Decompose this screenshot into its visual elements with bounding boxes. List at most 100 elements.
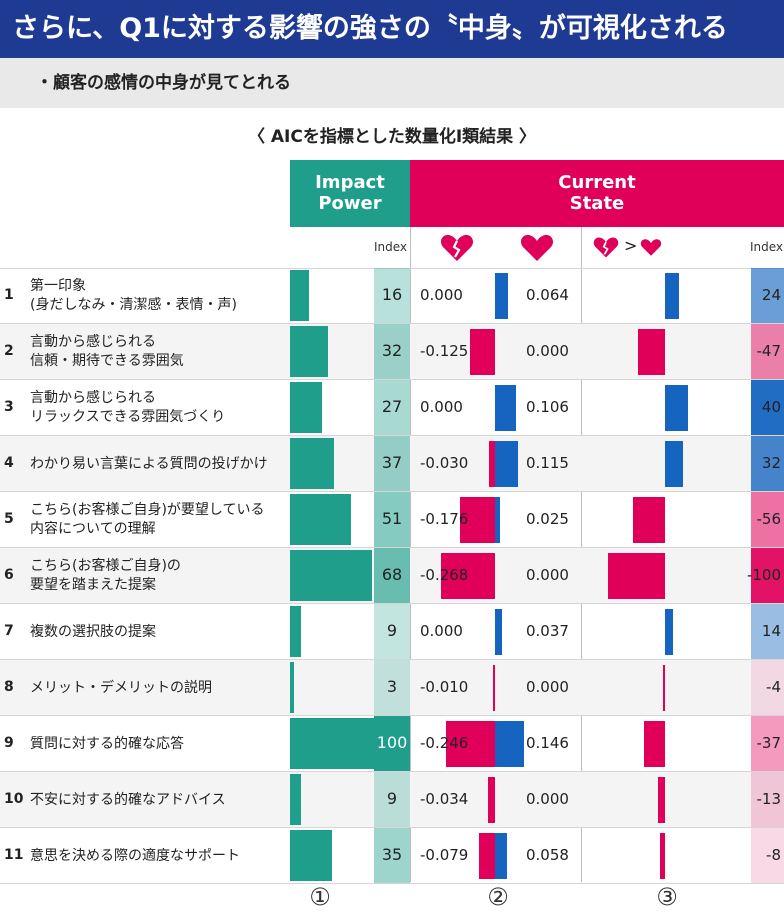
positive-value: 0.037 <box>526 622 569 640</box>
negative-value: -0.034 <box>420 790 469 808</box>
positive-value: 0.106 <box>526 398 569 416</box>
negative-bar <box>493 665 495 711</box>
row-separator <box>0 379 784 380</box>
negative-bar <box>459 497 495 543</box>
current-index-cell <box>751 772 784 827</box>
positive-value: 0.025 <box>526 510 569 528</box>
compare-broken-heart-icon <box>593 237 619 258</box>
row-label-line2: 要望を踏まえた提案 <box>30 577 156 593</box>
negative-value: -0.176 <box>420 510 469 528</box>
compare-bar-negative <box>608 553 665 599</box>
current-index-value: 32 <box>761 454 781 472</box>
positive-value: 0.000 <box>526 790 569 808</box>
current-state-header: Current State <box>410 160 784 227</box>
negative-bar <box>445 721 495 767</box>
impact-index-value: 32 <box>381 341 403 360</box>
impact-bar <box>290 774 301 825</box>
impact-index-cell <box>374 772 410 827</box>
positive-value: 0.064 <box>526 286 569 304</box>
page-title: さらに、Q1に対する影響の強さの〝中身〟が可視化される <box>0 0 784 58</box>
compare-bar-negative <box>643 721 665 767</box>
impact-index-cell <box>374 716 410 771</box>
impact-index-cell <box>374 828 410 883</box>
row-background <box>0 772 784 828</box>
current-index-cell <box>751 492 784 547</box>
compare-bar-positive <box>665 385 688 431</box>
current-index-value: -100 <box>746 566 781 584</box>
row-label: 意思を決める際の適度なサポート <box>30 848 240 864</box>
negative-bar <box>441 553 495 599</box>
row-label: メリット・デメリットの説明 <box>30 680 212 696</box>
impact-bar <box>290 382 323 433</box>
row-number: 1 <box>4 287 14 303</box>
impact-bar <box>290 662 294 713</box>
row-label-line2: 信頼・期待できる雰囲気 <box>30 353 184 369</box>
negative-value: -0.010 <box>420 678 469 696</box>
row-label: 質問に対する的確な応答 <box>30 736 184 752</box>
positive-bar <box>495 609 503 655</box>
compare-bar-positive <box>665 273 679 319</box>
negative-value: -0.079 <box>420 846 469 864</box>
row-separator <box>0 771 784 772</box>
impact-index-value: 100 <box>376 733 408 752</box>
row-separator <box>0 547 784 548</box>
negative-bar <box>470 329 495 375</box>
impact-bar <box>290 326 329 377</box>
current-index-value: -13 <box>756 790 782 808</box>
current-index-cell <box>751 324 784 379</box>
row-background <box>0 436 784 492</box>
compare-heart-icon <box>640 239 662 256</box>
current-index-cell <box>751 716 784 771</box>
current-index-label: Index <box>750 240 784 254</box>
positive-bar <box>495 833 507 879</box>
negative-bar <box>488 777 495 823</box>
row-separator <box>0 323 784 324</box>
row-label: わかり易い言葉による質問の投げかけ <box>30 456 268 472</box>
current-index-value: -4 <box>766 678 781 696</box>
row-label-line2: (身だしなみ・清潔感・表情・声) <box>30 297 237 313</box>
impact-header-line2: Power <box>318 193 382 214</box>
impact-index-value: 3 <box>386 677 398 696</box>
compare-bar-positive <box>665 609 673 655</box>
impact-bar <box>290 270 310 321</box>
impact-index-value: 51 <box>381 509 403 528</box>
positive-value: 0.146 <box>526 734 569 752</box>
current-index-value: 14 <box>761 622 781 640</box>
impact-index-value: 37 <box>381 453 403 472</box>
negative-value: -0.125 <box>420 342 469 360</box>
impact-bar <box>290 438 335 489</box>
impact-index-value: 9 <box>386 789 398 808</box>
current-index-cell <box>751 828 784 883</box>
current-index-value: -56 <box>756 510 782 528</box>
row-label: こちら(お客様ご自身)が要望している <box>30 502 265 518</box>
current-index-value: -37 <box>756 734 782 752</box>
positive-bar <box>495 497 500 543</box>
current-index-value: -47 <box>756 342 782 360</box>
impact-index-value: 68 <box>381 565 403 584</box>
row-separator <box>0 603 784 604</box>
row-number: 5 <box>4 511 14 527</box>
impact-index-cell <box>374 268 410 323</box>
negative-value: -0.030 <box>420 454 469 472</box>
negative-value: 0.000 <box>420 622 463 640</box>
current-index-cell <box>751 268 784 323</box>
negative-value: 0.000 <box>420 398 463 416</box>
compare-bar-negative <box>660 833 665 879</box>
current-header-line1: Current <box>558 172 636 193</box>
broken-heart-icon <box>440 234 474 261</box>
row-separator <box>0 715 784 716</box>
row-number: 4 <box>4 455 14 471</box>
compare-bar-negative <box>633 497 665 543</box>
impact-bar <box>290 550 372 601</box>
compare-bar-positive <box>665 441 684 487</box>
marker-1: ① <box>309 883 331 911</box>
impact-index-cell <box>374 492 410 547</box>
impact-index-cell <box>374 436 410 491</box>
row-separator <box>0 491 784 492</box>
positive-value: 0.000 <box>526 342 569 360</box>
impact-index-cell <box>374 380 410 435</box>
current-index-value: 40 <box>761 398 781 416</box>
impact-power-header: Impact Power <box>290 160 410 227</box>
impact-index-cell <box>374 324 410 379</box>
impact-index-value: 35 <box>381 845 403 864</box>
